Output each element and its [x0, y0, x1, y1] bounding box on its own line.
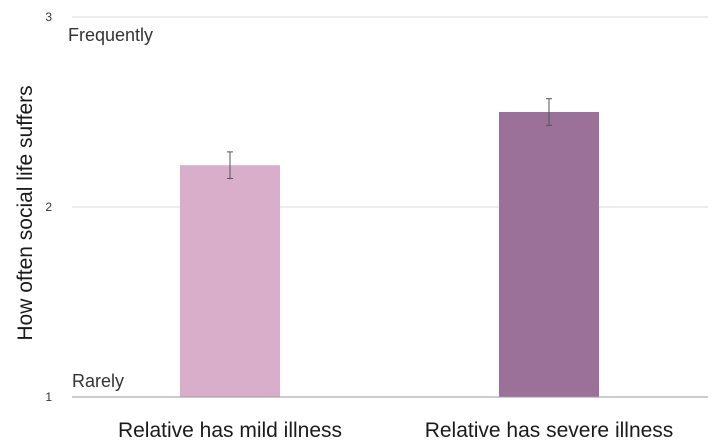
x-tick-label-severe: Relative has severe illness [425, 419, 674, 442]
y-tick-label-2: 2 [45, 200, 52, 214]
y-tick-label-1: 1 [45, 390, 52, 404]
bar-severe [499, 112, 599, 397]
error-bar-mild [227, 151, 233, 179]
x-tick-label-mild: Relative has mild illness [118, 419, 342, 442]
error-bar-severe [546, 98, 552, 126]
annotation-frequently: Frequently [68, 25, 153, 45]
annotation-rarely: Rarely [72, 371, 124, 391]
y-tick-label-3: 3 [45, 10, 52, 24]
y-axis-label: How often social life suffers [14, 85, 37, 340]
bar-mild [180, 165, 280, 397]
